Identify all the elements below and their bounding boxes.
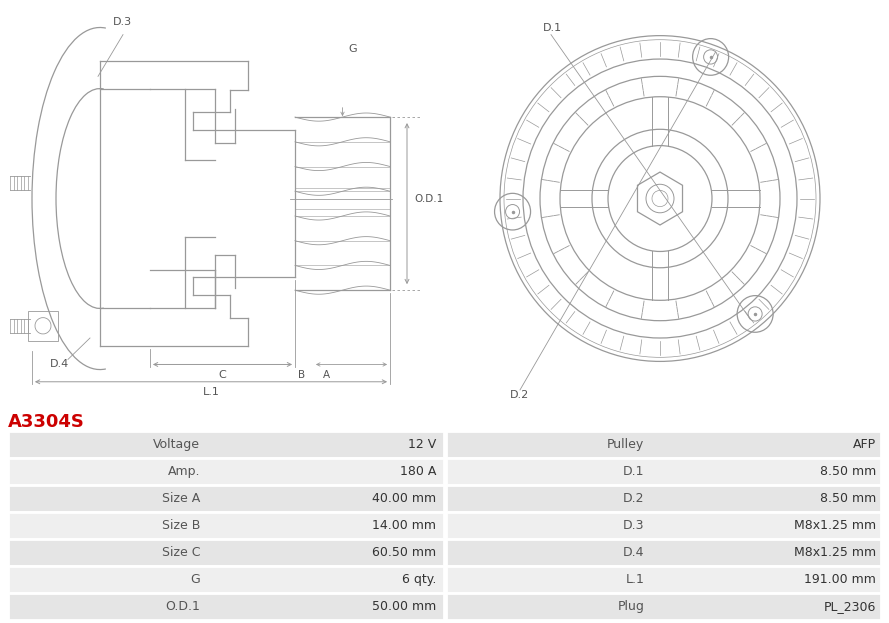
Bar — [445, 458, 881, 485]
Bar — [445, 539, 881, 566]
Bar — [8, 512, 444, 539]
Text: 50.00 mm: 50.00 mm — [372, 600, 436, 613]
Text: D.4: D.4 — [623, 546, 645, 559]
Text: A: A — [323, 369, 330, 379]
Text: Amp.: Amp. — [167, 465, 200, 478]
Text: L.1: L.1 — [203, 387, 220, 397]
Text: 8.50 mm: 8.50 mm — [820, 492, 876, 505]
Text: G: G — [348, 44, 357, 54]
Bar — [8, 458, 444, 485]
Text: Plug: Plug — [618, 600, 645, 613]
Text: D.3: D.3 — [113, 17, 132, 27]
Bar — [445, 512, 881, 539]
Text: D.2: D.2 — [623, 492, 645, 505]
Text: Size C: Size C — [162, 546, 200, 559]
Bar — [8, 485, 444, 512]
Text: A3304S: A3304S — [8, 413, 84, 431]
Bar — [8, 431, 444, 458]
Text: PL_2306: PL_2306 — [823, 600, 876, 613]
Bar — [445, 593, 881, 620]
Text: 14.00 mm: 14.00 mm — [372, 519, 436, 532]
Text: D.4: D.4 — [50, 359, 69, 369]
Bar — [445, 485, 881, 512]
Text: 8.50 mm: 8.50 mm — [820, 465, 876, 478]
Bar — [8, 539, 444, 566]
Text: M8x1.25 mm: M8x1.25 mm — [794, 519, 876, 532]
Text: C: C — [219, 369, 227, 379]
Text: D.1: D.1 — [543, 22, 562, 32]
Bar — [445, 431, 881, 458]
Text: D.3: D.3 — [623, 519, 645, 532]
Text: AFP: AFP — [853, 438, 876, 451]
Text: Size A: Size A — [162, 492, 200, 505]
Text: 12 V: 12 V — [408, 438, 436, 451]
Text: 40.00 mm: 40.00 mm — [372, 492, 436, 505]
Text: 191.00 mm: 191.00 mm — [805, 573, 876, 586]
Text: D.1: D.1 — [623, 465, 645, 478]
Text: Size B: Size B — [162, 519, 200, 532]
Text: 6 qty.: 6 qty. — [402, 573, 436, 586]
Text: 60.50 mm: 60.50 mm — [372, 546, 436, 559]
Bar — [8, 566, 444, 593]
Text: D.2: D.2 — [510, 390, 529, 400]
Bar — [445, 566, 881, 593]
Text: M8x1.25 mm: M8x1.25 mm — [794, 546, 876, 559]
Text: L.1: L.1 — [626, 573, 645, 586]
Text: O.D.1: O.D.1 — [414, 194, 444, 204]
Text: O.D.1: O.D.1 — [165, 600, 200, 613]
Text: Pulley: Pulley — [607, 438, 645, 451]
Text: Voltage: Voltage — [153, 438, 200, 451]
Text: B: B — [298, 369, 305, 379]
Text: 180 A: 180 A — [400, 465, 436, 478]
Bar — [28, 310, 58, 341]
Bar — [8, 593, 444, 620]
Text: G: G — [190, 573, 200, 586]
